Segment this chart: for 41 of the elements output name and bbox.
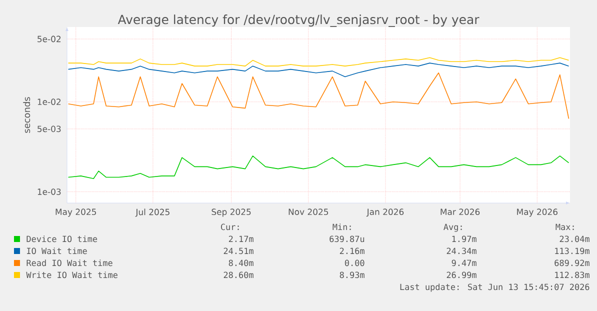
y-tick-label: 1e-02 [38,98,61,106]
text: 28.60m [224,272,254,278]
y-tick-label: 5e-03 [38,126,61,132]
text: Max: [556,224,574,230]
text: 8.93m [340,272,364,278]
y-tick-label: 1e-03 [38,188,61,195]
x-tick-label: Mar 2026 [440,208,480,216]
text: 113.19m [555,248,590,254]
legend-label: IO Wait time [27,248,87,254]
text: 9.47m [452,260,476,266]
x-tick-label: May 2026 [517,208,558,217]
line-series [68,72,570,120]
text: 689.92m [554,260,590,266]
text: 0.00 [344,260,364,266]
text: 24.34m [446,248,476,254]
text: 2.17m [228,236,254,242]
text: 8.40m [228,260,254,266]
line-series [68,156,570,180]
text: 112.83m [555,272,590,278]
legend-label: Device IO time [26,236,98,242]
text: 639.87u [330,236,364,242]
y-axis-title: seconds [23,97,30,133]
legend-label: Read IO Wait time [26,260,112,266]
text: Last update: Sat Jun 13 15:45:07 2026 [400,284,590,292]
chart-title: Average latency for /dev/rootvg/lv_senjasrv_root - by year [118,14,480,27]
text: Cur: [220,224,239,230]
text: 26.99m [446,272,476,278]
text: Min: [332,224,351,230]
x-tick-label: Nov 2025 [288,208,328,216]
text: 23.04m [560,236,590,242]
text: Avg: [444,224,462,232]
legend-label: Write IO Wait time [26,272,118,278]
y-tick-label: 5e-02 [38,36,61,42]
x-tick-label: May 2025 [56,208,96,217]
text: 2.16m [340,248,364,254]
x-tick-label: Jul 2025 [135,208,170,217]
x-tick-label: Jan 2026 [366,208,404,217]
text: 24.51m [224,248,254,254]
text: 1.97m [452,236,476,242]
line-series [68,62,570,78]
x-tick-label: Sep 2025 [212,208,251,217]
